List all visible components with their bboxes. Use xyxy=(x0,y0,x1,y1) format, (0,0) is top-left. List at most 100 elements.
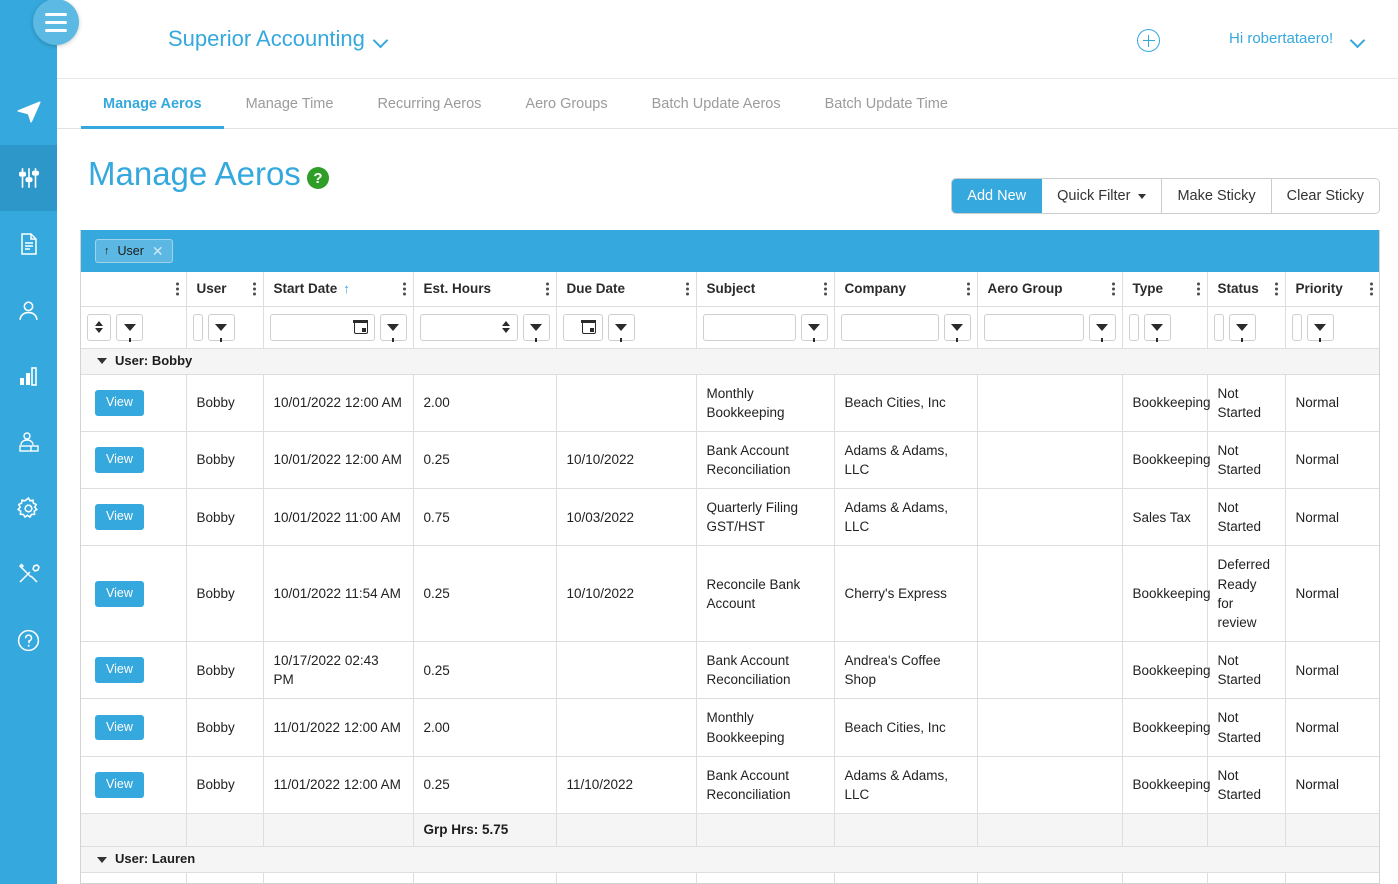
tab-manage-aeros[interactable]: Manage Aeros xyxy=(81,79,224,129)
user-menu[interactable]: Hi robertataero! xyxy=(1229,30,1364,47)
kebab-menu-icon[interactable] xyxy=(1274,282,1278,296)
company-filter-input[interactable] xyxy=(840,313,939,341)
quick-filter-button[interactable]: Quick Filter xyxy=(1042,179,1163,213)
col-header-subject[interactable]: Subject xyxy=(696,272,835,307)
table-row[interactable]: ViewLauren06/01/2022 04:41 PM2.00 Month E… xyxy=(81,872,1379,883)
clear-sticky-button[interactable]: Clear Sticky xyxy=(1271,179,1379,213)
view-button[interactable]: View xyxy=(95,447,144,473)
group-by-chip-user[interactable]: ↑ User ✕ xyxy=(95,239,173,263)
sidebar-item-manage[interactable] xyxy=(0,145,57,211)
group-header-row[interactable]: User: Bobby xyxy=(81,348,1379,375)
calendar-icon[interactable] xyxy=(581,319,596,334)
table-row[interactable]: View Bobby 10/01/2022 12:00 AM 2.00 Monthly … xyxy=(81,374,1379,432)
table-row[interactable]: View Bobby 11/01/2022 12:00 AM 0.25 11/10/20… xyxy=(81,756,1379,815)
table-row[interactable]: View Bobby 10/01/2022 12:00 AM 0.25 10/10/20… xyxy=(81,431,1379,490)
filter-menu-button[interactable] xyxy=(607,313,635,342)
col-header-aero-group[interactable]: Aero Group xyxy=(977,272,1123,307)
type-filter-input[interactable] xyxy=(1128,313,1139,341)
kebab-menu-icon[interactable] xyxy=(175,282,179,296)
tab-batch-update-aeros[interactable]: Batch Update Aeros xyxy=(630,79,803,128)
sidebar-item-reports[interactable] xyxy=(0,343,57,409)
make-sticky-button[interactable]: Make Sticky xyxy=(1162,179,1272,213)
collapse-triangle-icon[interactable] xyxy=(97,358,107,365)
priority-filter-input[interactable] xyxy=(1291,313,1302,341)
add-new-icon-button[interactable] xyxy=(1137,29,1160,52)
sidebar-item-staff[interactable] xyxy=(0,409,57,475)
status-filter-input[interactable] xyxy=(1213,313,1224,341)
sidebar-item-help[interactable] xyxy=(0,607,57,673)
col-header-start-date[interactable]: Start Date ↑ xyxy=(263,272,414,307)
view-button[interactable]: View xyxy=(95,504,144,531)
filter-menu-button[interactable] xyxy=(522,313,550,342)
sidebar-item-tools[interactable] xyxy=(0,541,57,607)
sidebar-item-documents[interactable] xyxy=(0,211,57,277)
col-header-due-date[interactable]: Due Date xyxy=(556,272,697,307)
stepper-icon[interactable] xyxy=(499,321,513,333)
actions-stepper[interactable] xyxy=(87,313,111,341)
view-button[interactable]: View xyxy=(95,657,144,684)
sidebar-item-settings[interactable] xyxy=(0,475,57,541)
kebab-menu-icon[interactable] xyxy=(1111,282,1115,296)
kebab-menu-icon[interactable] xyxy=(252,282,256,296)
kebab-menu-icon[interactable] xyxy=(1196,282,1200,296)
make-sticky-label: Make Sticky xyxy=(1177,188,1256,204)
col-header-est-hours[interactable]: Est. Hours xyxy=(413,272,557,307)
question-mark-icon[interactable]: ? xyxy=(307,167,329,189)
filter-menu-button[interactable] xyxy=(1143,313,1171,342)
sidebar-item-send[interactable] xyxy=(0,79,57,145)
filter-menu-button[interactable] xyxy=(1088,313,1116,342)
kebab-menu-icon[interactable] xyxy=(966,282,970,296)
cell-aero-group xyxy=(977,545,1123,643)
kebab-menu-icon[interactable] xyxy=(823,282,827,296)
tab-batch-update-time[interactable]: Batch Update Time xyxy=(803,79,970,128)
col-header-company[interactable]: Company xyxy=(834,272,978,307)
subject-filter-input[interactable] xyxy=(702,313,796,341)
user-filter-input[interactable] xyxy=(192,313,203,341)
cell-subject: Bank Account Reconciliation xyxy=(696,431,835,490)
kebab-menu-icon[interactable] xyxy=(402,282,406,296)
start-date-filter-input[interactable] xyxy=(269,313,375,341)
funnel-icon xyxy=(1236,323,1248,342)
tab-manage-time[interactable]: Manage Time xyxy=(224,79,356,128)
group-header-cell: User: Lauren xyxy=(81,846,1379,873)
sidebar-item-clients[interactable] xyxy=(0,277,57,343)
est-hours-filter-input[interactable] xyxy=(419,313,518,341)
kebab-menu-icon[interactable] xyxy=(545,282,549,296)
view-button[interactable]: View xyxy=(95,771,144,798)
table-row[interactable]: View Bobby 10/01/2022 11:00 AM 0.75 10/03/20… xyxy=(81,488,1379,547)
aero-group-filter-input[interactable] xyxy=(983,313,1084,341)
hamburger-menu-button[interactable] xyxy=(33,0,79,45)
due-date-filter-input[interactable] xyxy=(562,313,603,341)
filter-menu-button[interactable] xyxy=(379,313,407,342)
collapse-triangle-icon[interactable] xyxy=(97,856,107,863)
filter-menu-button[interactable] xyxy=(1228,313,1256,342)
filter-menu-button[interactable] xyxy=(207,313,235,342)
table-row[interactable]: View Bobby 11/01/2022 12:00 AM 2.00 Monthly … xyxy=(81,698,1379,757)
close-icon[interactable]: ✕ xyxy=(151,242,164,259)
group-header-row[interactable]: User: Lauren xyxy=(81,846,1379,873)
table-row[interactable]: View Bobby 10/17/2022 02:43 PM 0.25 Bank Acc… xyxy=(81,641,1379,700)
add-new-button[interactable]: Add New xyxy=(952,179,1043,213)
col-header-priority[interactable]: Priority xyxy=(1285,272,1379,307)
col-header-type[interactable]: Type xyxy=(1122,272,1208,307)
brand-dropdown[interactable]: Superior Accounting xyxy=(168,26,387,52)
filter-menu-button[interactable] xyxy=(943,313,971,342)
col-header-status[interactable]: Status xyxy=(1207,272,1286,307)
calendar-icon[interactable] xyxy=(353,319,368,334)
view-button[interactable]: View xyxy=(95,580,144,607)
filter-menu-button[interactable] xyxy=(116,313,143,342)
cell-status: Not Started xyxy=(1207,431,1286,490)
view-button[interactable]: View xyxy=(95,389,144,416)
tab-aero-groups[interactable]: Aero Groups xyxy=(503,79,629,128)
col-header-user[interactable]: User xyxy=(186,272,264,307)
tab-recurring-aeros[interactable]: Recurring Aeros xyxy=(355,79,503,128)
filter-menu-button[interactable] xyxy=(1306,313,1334,342)
kebab-menu-icon[interactable] xyxy=(1369,282,1373,296)
view-button[interactable]: View xyxy=(95,714,144,741)
filter-menu-button[interactable] xyxy=(800,313,828,342)
cell-status: Not Started xyxy=(1207,488,1286,547)
cell-due-date: 10/10/2022 xyxy=(556,545,697,643)
table-row[interactable]: View Bobby 10/01/2022 11:54 AM 0.25 10/10/20… xyxy=(81,545,1379,643)
col-header-actions[interactable] xyxy=(81,272,187,307)
kebab-menu-icon[interactable] xyxy=(685,282,689,296)
